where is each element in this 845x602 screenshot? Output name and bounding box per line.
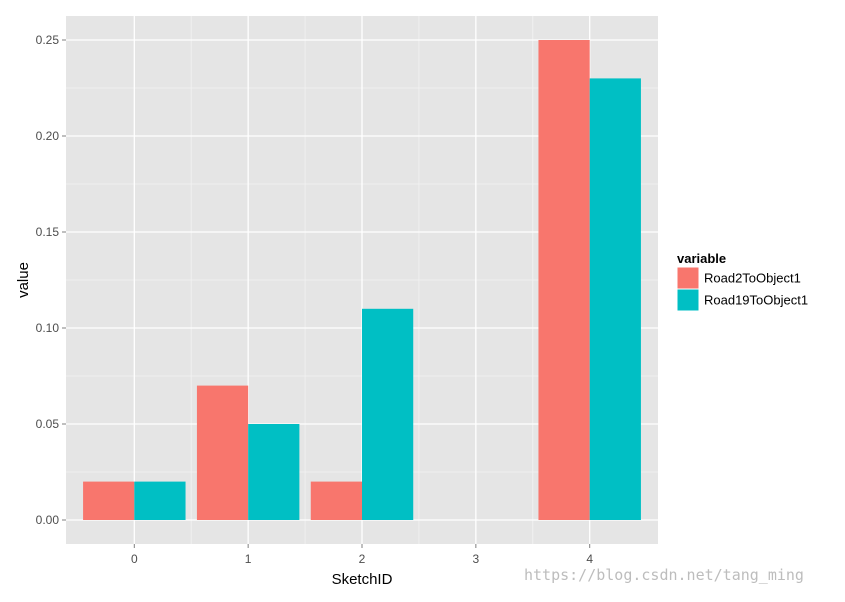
- bars: [83, 40, 641, 521]
- x-axis: 0 1 2 3 4: [131, 544, 593, 566]
- legend: variable Road2ToObject1 Road19ToObject1: [676, 251, 808, 312]
- bar: [134, 481, 186, 520]
- y-tick-label: 0.00: [36, 513, 60, 527]
- x-tick-label: 1: [245, 552, 252, 566]
- bar: [248, 424, 300, 520]
- x-tick-label: 4: [586, 552, 593, 566]
- y-axis-title: value: [15, 262, 32, 298]
- bar: [362, 308, 414, 520]
- y-tick-label: 0.25: [36, 33, 60, 47]
- watermark-text: https://blog.csdn.net/tang_ming: [524, 566, 804, 584]
- bar: [538, 40, 590, 520]
- legend-swatch: [676, 288, 700, 312]
- x-tick-label: 3: [473, 552, 480, 566]
- legend-label: Road19ToObject1: [704, 293, 808, 308]
- bar: [310, 481, 362, 520]
- x-axis-title: SketchID: [332, 571, 393, 588]
- y-tick-label: 0.15: [36, 225, 60, 239]
- legend-label: Road2ToObject1: [704, 271, 801, 286]
- legend-swatch: [676, 266, 700, 290]
- y-tick-label: 0.05: [36, 417, 60, 431]
- y-axis: 0.00 0.05 0.10 0.15 0.20 0.25: [36, 33, 66, 527]
- bar: [83, 481, 135, 520]
- y-tick-label: 0.10: [36, 321, 60, 335]
- bar: [589, 78, 641, 521]
- legend-title: variable: [677, 251, 726, 266]
- bar: [196, 385, 249, 520]
- y-tick-label: 0.20: [36, 129, 60, 143]
- x-tick-label: 0: [131, 552, 138, 566]
- x-tick-label: 2: [359, 552, 366, 566]
